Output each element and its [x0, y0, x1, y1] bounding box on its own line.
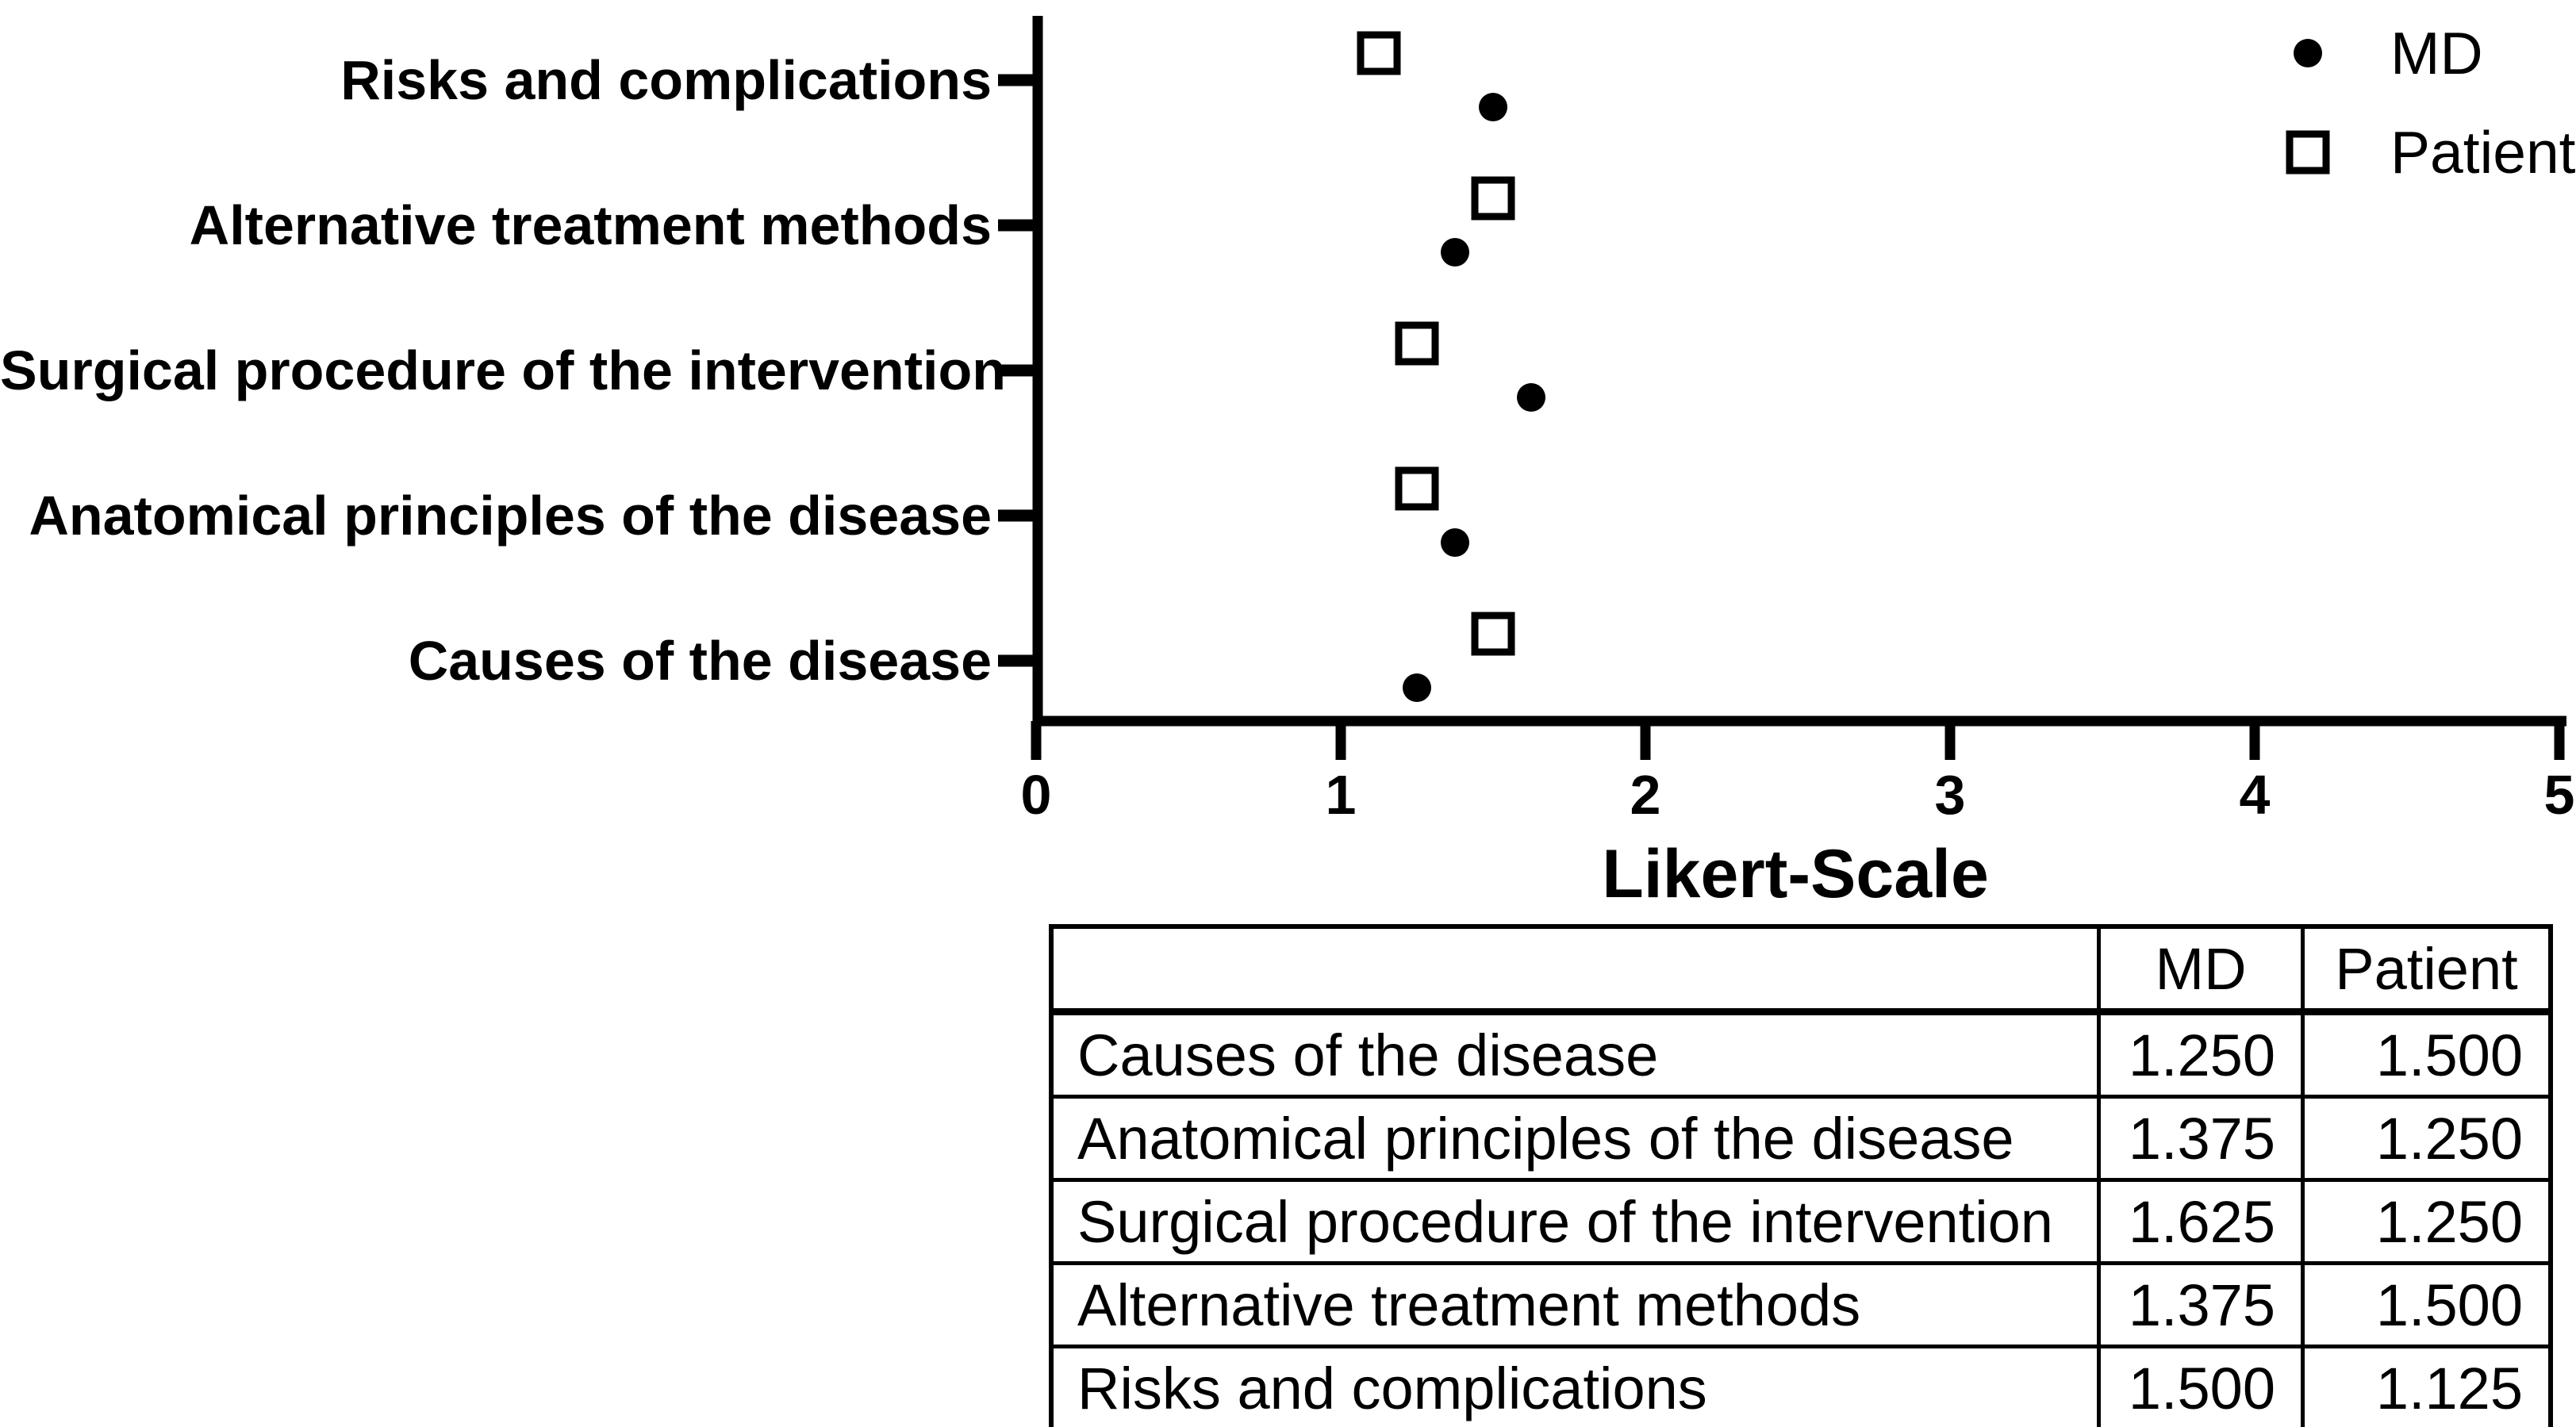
table-cell: 1.500 — [2301, 1010, 2553, 1099]
table-cell: Risks and complications — [1049, 1345, 2101, 1427]
table-cell: 1.375 — [2097, 1095, 2305, 1182]
table-row: Alternative treatment methods 1.375 1.500 — [1049, 1261, 2553, 1348]
y-axis-category-label: Causes of the disease — [408, 630, 992, 692]
open-square-icon — [2286, 130, 2330, 175]
md-marker — [1403, 673, 1431, 702]
table-header-cell: MD — [2097, 924, 2305, 1015]
legend-label-patient: Patient — [2390, 119, 2576, 186]
x-axis-tick-label: 1 — [1325, 764, 1357, 826]
table-cell: Alternative treatment methods — [1049, 1261, 2101, 1348]
table-cell: 1.500 — [2097, 1345, 2305, 1427]
x-axis-tick-label: 3 — [1934, 764, 1966, 826]
x-axis-title: Likert-Scale — [1602, 836, 1989, 912]
table-cell: 1.500 — [2301, 1261, 2553, 1348]
y-axis-category-label: Risks and complications — [340, 49, 992, 111]
y-axis-category-label: Surgical procedure of the intervention — [0, 339, 1006, 401]
table-cell: 1.375 — [2097, 1261, 2305, 1348]
table-header-cell — [1049, 924, 2101, 1015]
table-cell: Anatomical principles of the disease — [1049, 1095, 2101, 1182]
summary-table: MD Patient Causes of the disease 1.250 1.500… — [1049, 924, 2553, 1427]
patient-marker — [1471, 176, 1515, 221]
x-axis-tick-label: 0 — [1020, 764, 1052, 826]
table-row: Risks and complications 1.500 1.125 — [1049, 1345, 2553, 1427]
table-cell: 1.250 — [2301, 1095, 2553, 1182]
patient-marker — [1395, 466, 1439, 511]
table-row: Surgical procedure of the intervention 1.… — [1049, 1178, 2553, 1265]
y-axis-category-label: Alternative treatment methods — [189, 194, 992, 256]
table-header-cell: Patient — [2301, 924, 2553, 1015]
table-row: Causes of the disease 1.250 1.500 — [1049, 1010, 2553, 1099]
y-axis-category-label: Anatomical principles of the disease — [29, 485, 992, 547]
table-cell: 1.125 — [2301, 1345, 2553, 1427]
x-axis-tick-label: 4 — [2239, 764, 2271, 826]
md-marker — [1517, 383, 1545, 412]
x-axis-tick-label: 5 — [2543, 764, 2575, 826]
legend-label-md: MD — [2390, 20, 2483, 86]
filled-circle-icon — [2294, 39, 2322, 67]
table-cell: 1.250 — [2301, 1178, 2553, 1265]
x-axis-tick-label: 2 — [1630, 764, 1661, 826]
md-marker — [1479, 93, 1507, 121]
md-marker — [1441, 238, 1469, 267]
patient-marker — [1395, 321, 1439, 366]
md-marker — [1441, 528, 1469, 557]
table-row: Anatomical principles of the disease 1.37… — [1049, 1095, 2553, 1182]
table-cell: Surgical procedure of the intervention — [1049, 1178, 2101, 1265]
table-cell: Causes of the disease — [1049, 1010, 2101, 1099]
table-header-row: MD Patient — [1049, 924, 2553, 1015]
table-cell: 1.625 — [2097, 1178, 2305, 1265]
patient-marker — [1357, 31, 1401, 75]
table-cell: 1.250 — [2097, 1010, 2305, 1099]
patient-marker — [1471, 612, 1515, 656]
